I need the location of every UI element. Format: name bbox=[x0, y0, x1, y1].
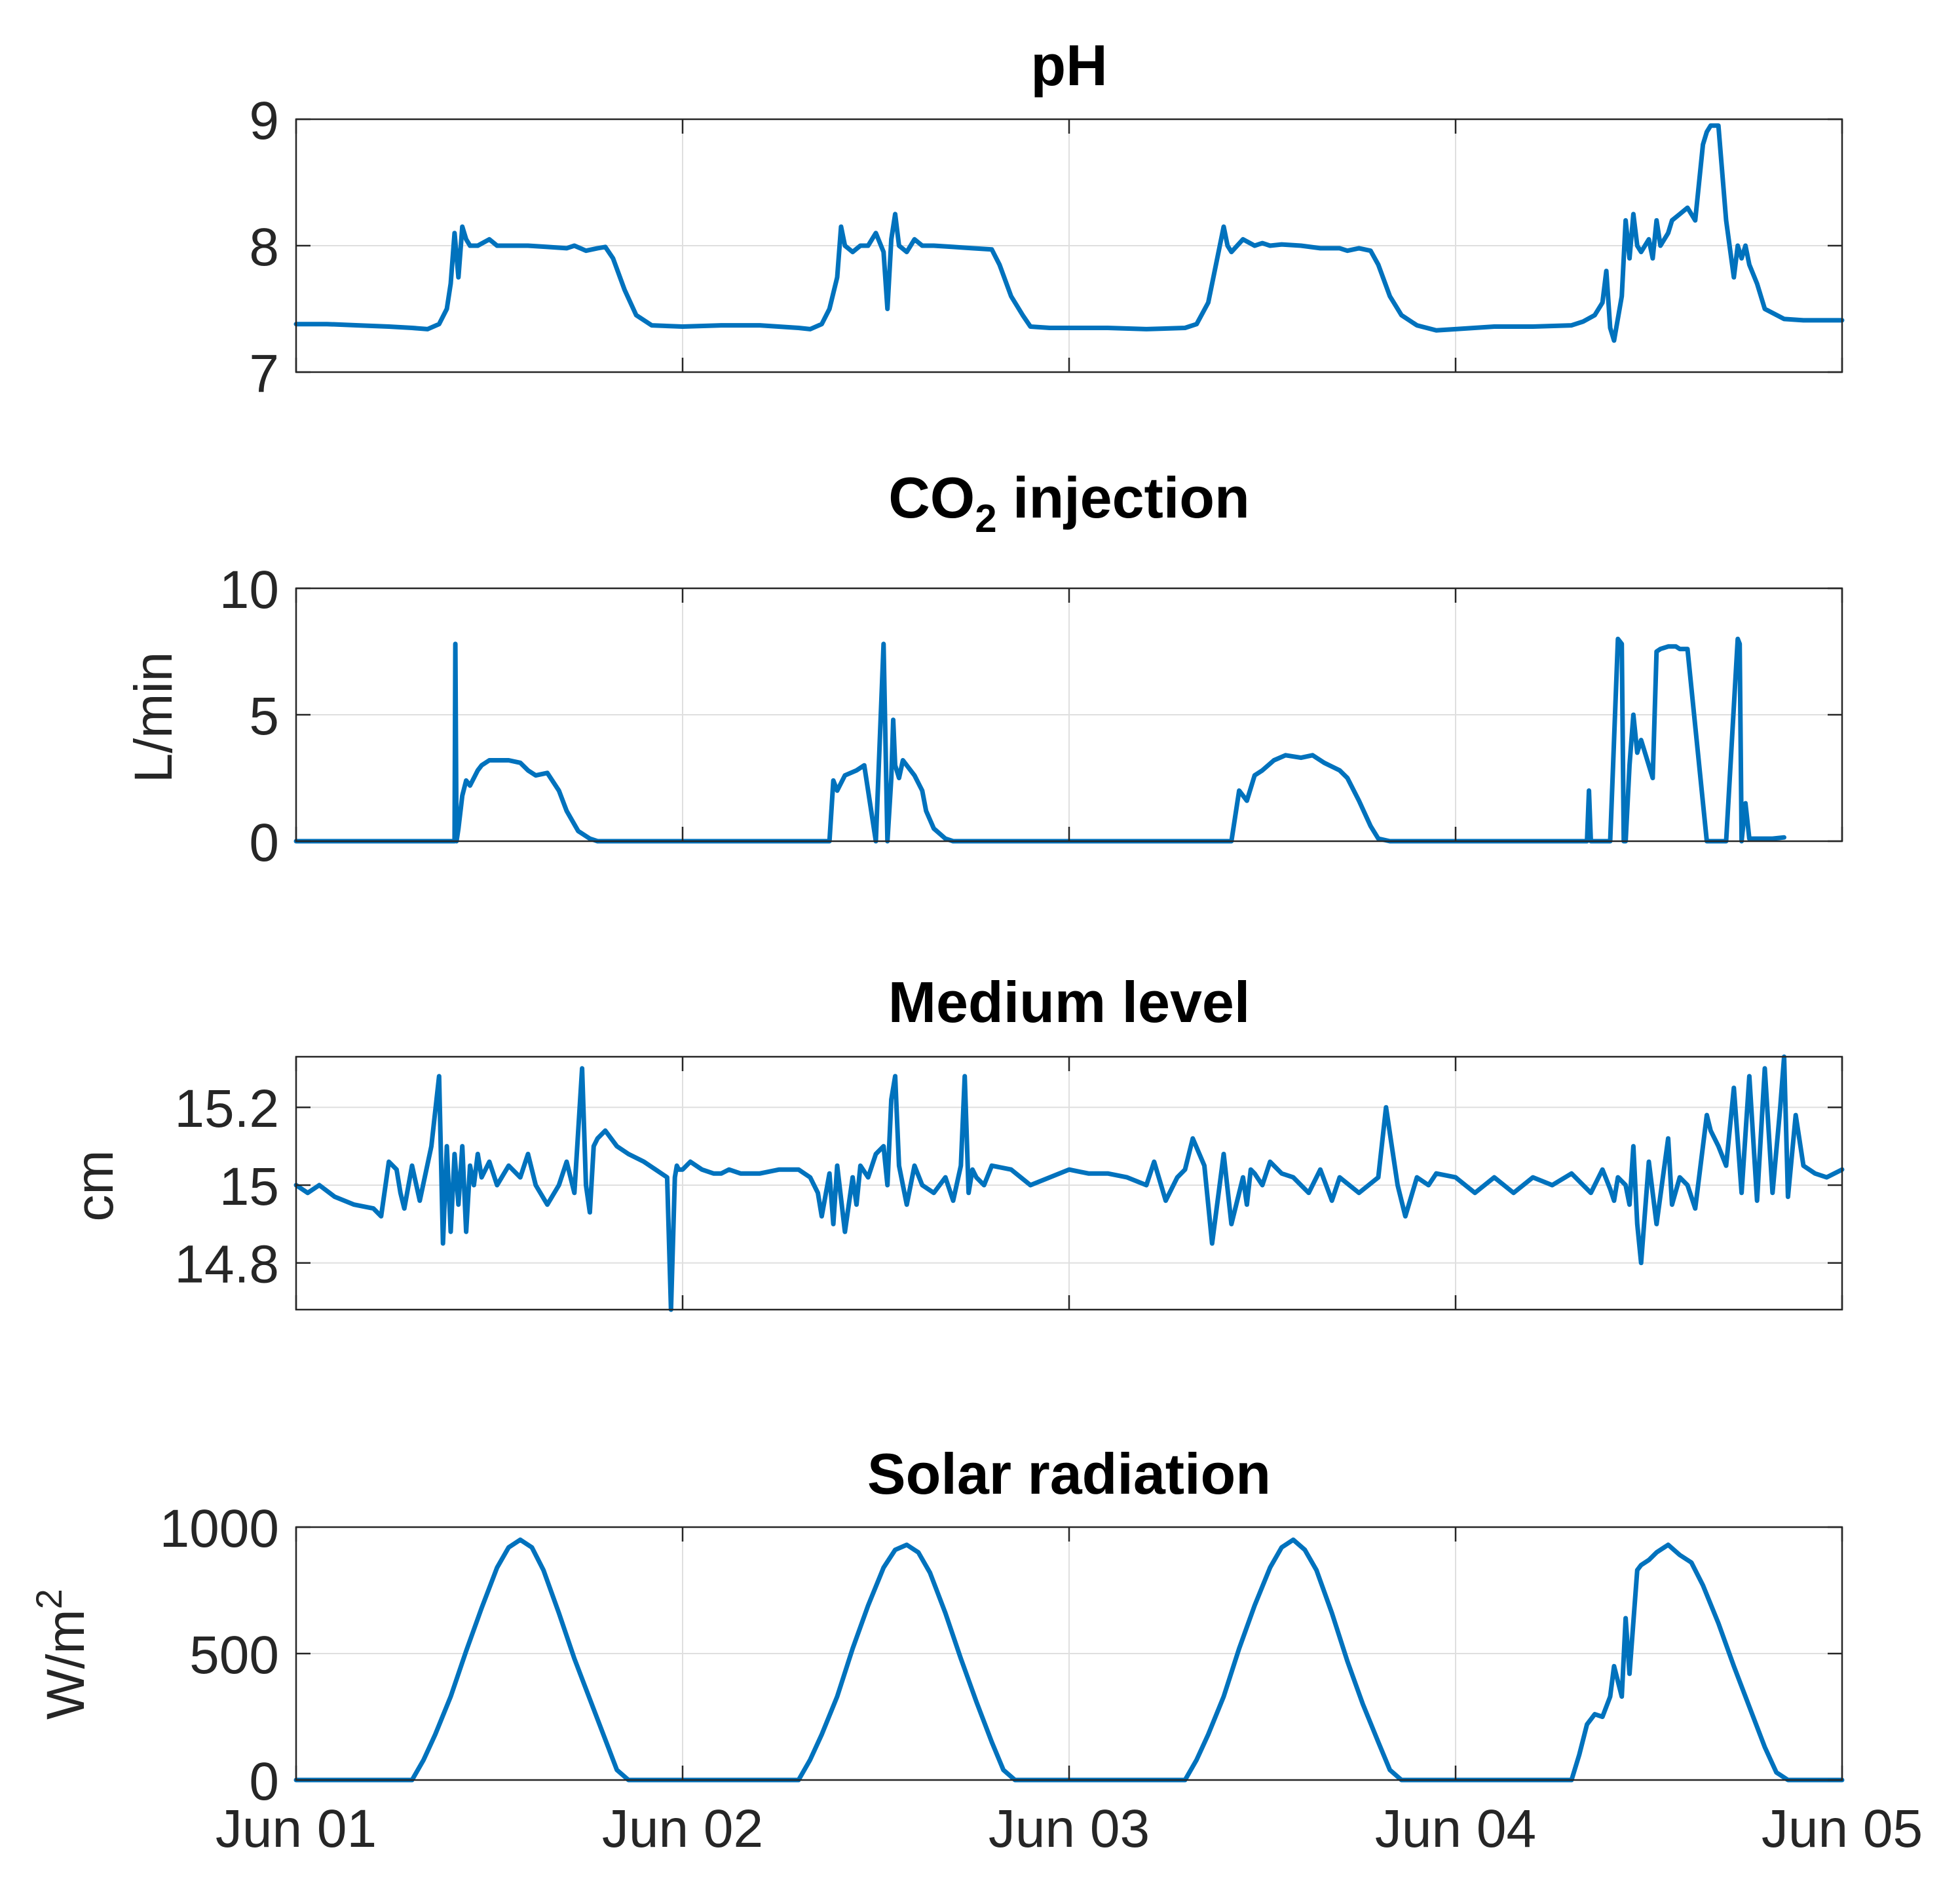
y-tick-label: 9 bbox=[249, 91, 279, 151]
y-tick-label: 1000 bbox=[160, 1499, 279, 1559]
x-tick-label: Jun 01 bbox=[216, 1799, 377, 1859]
panel-title: CO2 injection bbox=[888, 465, 1250, 540]
x-tick-label: Jun 05 bbox=[1762, 1799, 1923, 1859]
y-tick-label: 0 bbox=[249, 1752, 279, 1811]
panel-co2-injection: CO2 injection L/min 0 5 10 bbox=[124, 465, 1843, 873]
y-tick-label: 8 bbox=[249, 218, 279, 277]
y-axis-label: W/m2 bbox=[28, 1589, 96, 1720]
panel-medium-level: Medium level cm 14.8 15 15.2 bbox=[65, 970, 1845, 1312]
y-axis-label: L/min bbox=[124, 652, 183, 784]
x-tick-label: Jun 03 bbox=[989, 1799, 1150, 1859]
data-series-line bbox=[293, 123, 1845, 343]
y-tick-label: 14.8 bbox=[174, 1235, 279, 1295]
panel-title: pH bbox=[1030, 33, 1107, 98]
panel-title: Solar radiation bbox=[867, 1441, 1271, 1506]
y-tick-label: 0 bbox=[249, 813, 279, 873]
x-tick-label: Jun 02 bbox=[602, 1799, 763, 1859]
y-tick-label: 15.2 bbox=[174, 1079, 279, 1139]
panel-ph: pH 7 8 9 bbox=[249, 33, 1845, 404]
panel-title: Medium level bbox=[888, 970, 1251, 1034]
y-tick-label: 7 bbox=[249, 344, 279, 404]
y-tick-label: 10 bbox=[219, 560, 279, 620]
y-tick-label: 500 bbox=[189, 1625, 279, 1685]
data-series-line bbox=[293, 1537, 1845, 1783]
y-tick-label: 15 bbox=[219, 1157, 279, 1217]
data-series-line bbox=[293, 1054, 1845, 1312]
x-tick-label: Jun 04 bbox=[1375, 1799, 1536, 1859]
data-series-line bbox=[293, 636, 1786, 844]
y-tick-label: 5 bbox=[249, 687, 279, 746]
y-axis-label: cm bbox=[65, 1150, 124, 1221]
panel-solar-radiation: Solar radiation W/m2 0 500 1000 Jun 01 Jun 0… bbox=[28, 1441, 1923, 1859]
